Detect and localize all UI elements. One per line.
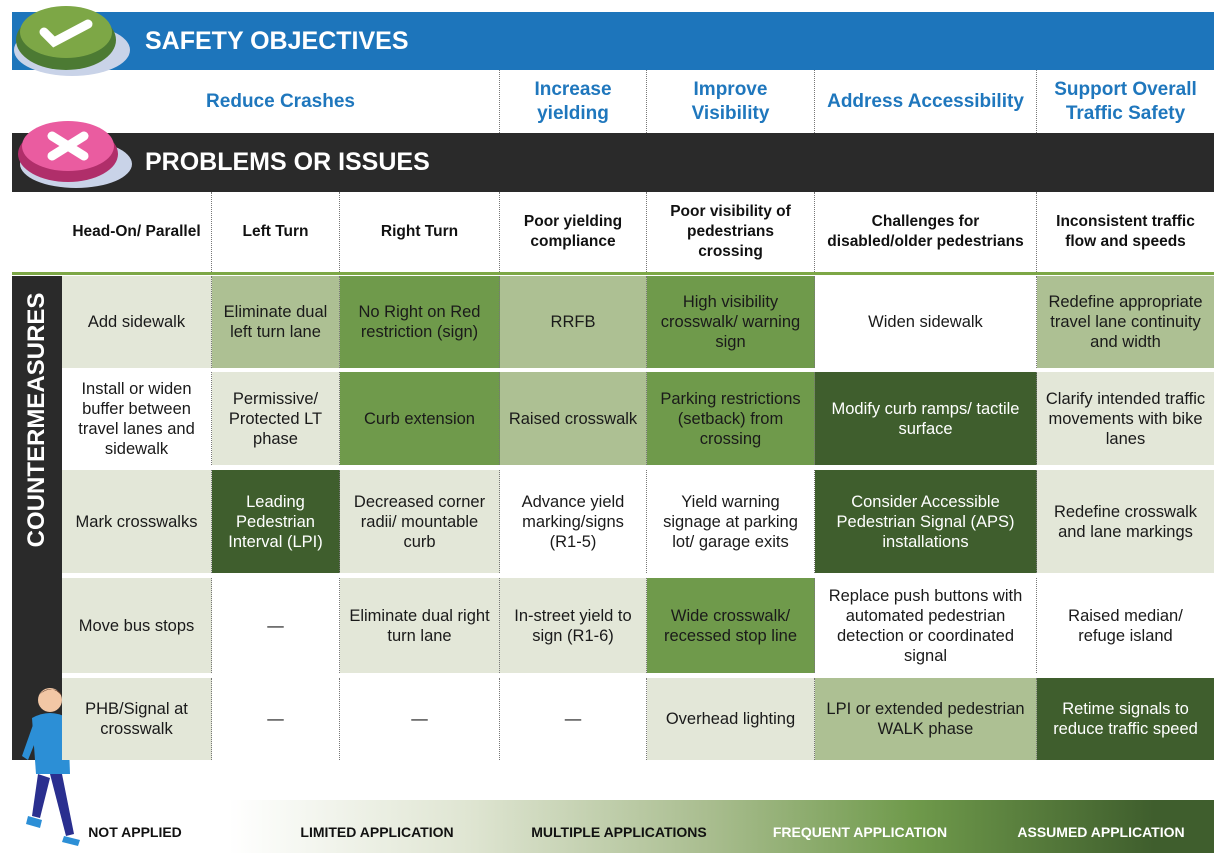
countermeasure-cell: Consider Accessible Pedestrian Signal (A… bbox=[815, 470, 1037, 573]
objective: Increase yielding bbox=[500, 70, 647, 133]
countermeasure-cell: Permissive/ Protected LT phase bbox=[212, 372, 340, 465]
countermeasure-cell: Wide crosswalk/ recessed stop line bbox=[647, 578, 815, 673]
problem: Poor yielding compliance bbox=[500, 192, 647, 272]
problems-bar: PROBLEMS OR ISSUES bbox=[12, 133, 1214, 192]
problem: Head-On/ Parallel bbox=[62, 192, 212, 272]
countermeasure-cell: Curb extension bbox=[340, 372, 500, 465]
countermeasure-cell: Raised crosswalk bbox=[500, 372, 647, 465]
countermeasure-cell: Overhead lighting bbox=[647, 678, 815, 760]
countermeasure-cell: Advance yield marking/signs (R1-5) bbox=[500, 470, 647, 573]
objective: Improve Visibility bbox=[647, 70, 815, 133]
objective: Support Overall Traffic Safety bbox=[1054, 78, 1197, 124]
countermeasure-cell: PHB/Signal at crosswalk bbox=[62, 678, 212, 760]
divider bbox=[12, 272, 1214, 275]
countermeasure-cell: — bbox=[340, 678, 500, 760]
objective: Address Accessibility bbox=[815, 70, 1037, 133]
countermeasure-cell: Retime signals to reduce traffic speed bbox=[1037, 678, 1214, 760]
safety-header: SAFETY OBJECTIVES bbox=[145, 26, 409, 55]
legend-bar bbox=[12, 800, 1214, 853]
pedestrian-figure bbox=[22, 688, 80, 846]
countermeasure-cell: Eliminate dual left turn lane bbox=[212, 276, 340, 368]
objective: Reduce Crashes bbox=[62, 70, 500, 133]
countermeasure-cell: Clarify intended traffic movements with … bbox=[1037, 372, 1214, 465]
countermeasure-cell: Move bus stops bbox=[62, 578, 212, 673]
countermeasure-cell: High visibility crosswalk/ warning sign bbox=[647, 276, 815, 368]
legend-label: FREQUENT APPLICATION bbox=[772, 824, 948, 840]
legend-label: LIMITED APPLICATION bbox=[300, 824, 454, 840]
countermeasures-label: COUNTERMEASURES bbox=[23, 292, 50, 548]
safety-bar: SAFETY OBJECTIVES bbox=[12, 12, 1214, 70]
countermeasure-cell: Redefine appropriate travel lane continu… bbox=[1037, 276, 1214, 368]
countermeasure-cell: Eliminate dual right turn lane bbox=[340, 578, 500, 673]
countermeasure-cell: Widen sidewalk bbox=[815, 276, 1037, 368]
countermeasure-cell: Redefine crosswalk and lane markings bbox=[1037, 470, 1214, 573]
countermeasure-cell: Add sidewalk bbox=[62, 276, 212, 368]
countermeasure-cell: — bbox=[212, 578, 340, 673]
countermeasure-cell: Install or widen buffer between travel l… bbox=[62, 372, 212, 465]
legend-label: MULTIPLE APPLICATIONS bbox=[531, 824, 707, 840]
countermeasure-cell: — bbox=[212, 678, 340, 760]
countermeasure-cell: Raised median/ refuge island bbox=[1037, 578, 1214, 673]
legend-label: NOT APPLIED bbox=[88, 824, 182, 840]
countermeasure-cell: — bbox=[500, 678, 647, 760]
problem: Inconsistent traffic flow and speeds bbox=[1056, 213, 1195, 250]
countermeasure-cell: Modify curb ramps/ tactile surface bbox=[815, 372, 1037, 465]
countermeasure-cell: No Right on Red restriction (sign) bbox=[340, 276, 500, 368]
problem: Right Turn bbox=[340, 192, 500, 272]
countermeasures-bar bbox=[12, 276, 62, 760]
legend-label: ASSUMED APPLICATION bbox=[1017, 824, 1185, 840]
countermeasure-cell: Parking restrictions (setback) from cros… bbox=[647, 372, 815, 465]
countermeasure-cell: LPI or extended pedestrian WALK phase bbox=[815, 678, 1037, 760]
problem: Poor visibility of pedestrians crossing bbox=[647, 192, 815, 272]
problem: Challenges for disabled/older pedestrian… bbox=[815, 192, 1037, 272]
problems-header: PROBLEMS OR ISSUES bbox=[145, 148, 430, 176]
icons bbox=[14, 6, 132, 188]
countermeasure-cell: Decreased corner radii/ mountable curb bbox=[340, 470, 500, 573]
problem: Left Turn bbox=[212, 192, 340, 272]
countermeasure-cell: Mark crosswalks bbox=[62, 470, 212, 573]
countermeasure-cell: Leading Pedestrian Interval (LPI) bbox=[212, 470, 340, 573]
countermeasure-cell: Yield warning signage at parking lot/ ga… bbox=[647, 470, 815, 573]
countermeasure-cell: In-street yield to sign (R1-6) bbox=[500, 578, 647, 673]
countermeasure-cell: RRFB bbox=[500, 276, 647, 368]
countermeasure-cell: Replace push buttons with automated pede… bbox=[815, 578, 1037, 673]
